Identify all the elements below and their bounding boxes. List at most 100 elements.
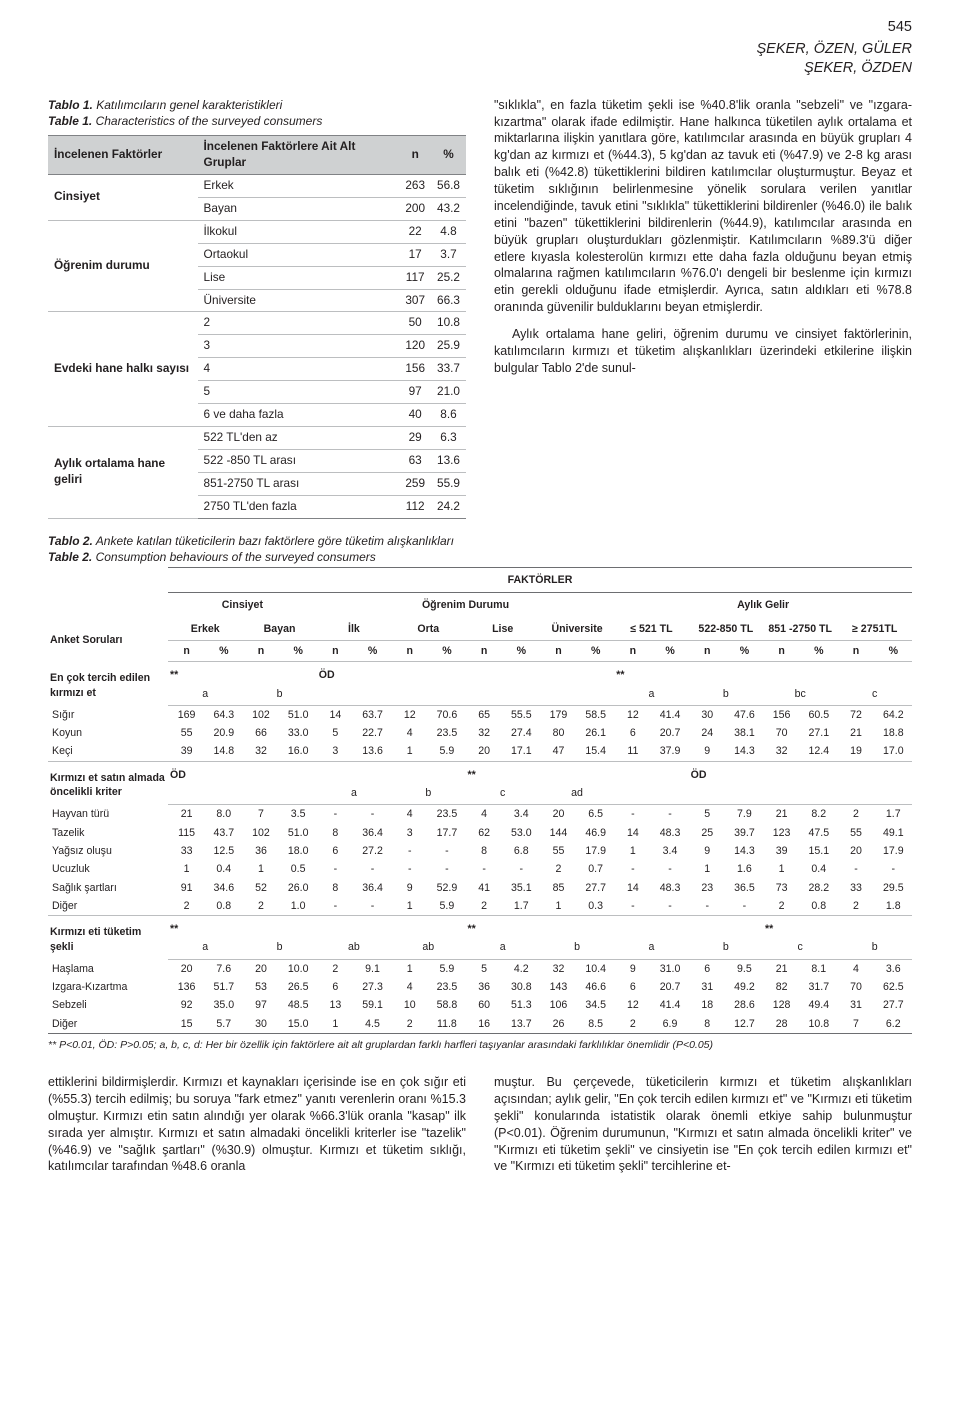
t2-cell-p: 1.6: [726, 860, 763, 878]
t2-cell-n: 32: [763, 742, 800, 761]
t2-cell-n: 115: [168, 824, 205, 842]
t2-sig: [837, 761, 912, 784]
t2-cell-n: 8: [466, 842, 503, 860]
t2-cell-p: 1.7: [875, 805, 912, 824]
t2-cell-n: 2: [168, 897, 205, 916]
t2-cell-n: 32: [242, 742, 279, 761]
t2-cell-p: 15.1: [800, 842, 837, 860]
t2-np-n: n: [466, 641, 503, 662]
t1-group-label: Evdeki hane halkı sayısı: [48, 312, 198, 427]
t2-cell-p: 28.2: [800, 879, 837, 897]
t2-cell-n: 33: [168, 842, 205, 860]
t2-cell-n: 2: [317, 959, 354, 978]
t1-p: 56.8: [431, 174, 466, 197]
t2-np-p: %: [354, 641, 391, 662]
t2-cell-p: 64.2: [875, 705, 912, 724]
t1-p: 55.9: [431, 472, 466, 495]
t2-cell-n: 2: [540, 860, 577, 878]
t1-sub: Erkek: [198, 174, 400, 197]
t2-letter: a: [168, 685, 242, 706]
t2-row-label: Yağsız oluşu: [48, 842, 168, 860]
t2-cell-n: 80: [540, 724, 577, 742]
t1-n: 112: [399, 495, 431, 518]
t2-np-p: %: [726, 641, 763, 662]
t2-cell-p: -: [428, 842, 465, 860]
t2-letter: [168, 784, 242, 805]
t2-cell-n: -: [317, 805, 354, 824]
t2-letter: a: [168, 938, 242, 959]
t2-sig: **: [763, 916, 837, 939]
t2-cell-p: 12.4: [800, 742, 837, 761]
t2-cell-p: 60.5: [800, 705, 837, 724]
t2-cell-p: 33.0: [280, 724, 317, 742]
t2-cell-p: 35.0: [205, 996, 242, 1014]
t2-letter: b: [242, 685, 316, 706]
t2-cell-p: 1.7: [503, 897, 540, 916]
t2-cell-n: 60: [466, 996, 503, 1014]
t2-cell-n: 53: [242, 978, 279, 996]
t2-cell-p: 6.2: [875, 1015, 912, 1034]
t1-sub: 4: [198, 358, 400, 381]
t2-sig: **: [614, 662, 688, 685]
t1-p: 25.2: [431, 266, 466, 289]
t2-subhead: Erkek: [168, 618, 242, 641]
t1-head-c1: İncelenen Faktörler: [48, 136, 198, 175]
t2-grp-ogrenim: Öğrenim Durumu: [317, 593, 615, 618]
t2-cell-p: 47.6: [726, 705, 763, 724]
t2-cell-n: 70: [837, 978, 874, 996]
t2-cell-p: 36.4: [354, 879, 391, 897]
t2-section-title: En çok tercih edilen kırmızı et: [48, 662, 168, 706]
t2-cell-p: 58.5: [577, 705, 614, 724]
t1-p: 43.2: [431, 197, 466, 220]
t2-cell-n: 9: [689, 742, 726, 761]
t1-sub: Üniversite: [198, 289, 400, 312]
table2: FAKTÖRLER Cinsiyet Öğrenim Durumu Aylık …: [48, 567, 912, 1034]
t2-cell-p: 27.3: [354, 978, 391, 996]
t2-cell-p: 64.3: [205, 705, 242, 724]
t2-cell-n: 32: [466, 724, 503, 742]
t2-np-p: %: [280, 641, 317, 662]
t2-cell-n: 6: [614, 724, 651, 742]
t2-cell-n: 55: [837, 824, 874, 842]
t2-cell-p: 46.9: [577, 824, 614, 842]
t2-letter: [689, 784, 763, 805]
t2-cell-p: 10.8: [800, 1015, 837, 1034]
t2-cell-n: 1: [391, 742, 428, 761]
t2-subhead: Orta: [391, 618, 465, 641]
t2-cell-p: 17.0: [875, 742, 912, 761]
t2-np-n: n: [614, 641, 651, 662]
t2-cell-p: 4.5: [354, 1015, 391, 1034]
t2-cell-p: 37.9: [651, 742, 688, 761]
t2-cell-n: 19: [837, 742, 874, 761]
t2-cell-n: 9: [614, 959, 651, 978]
t2-letter: [466, 685, 540, 706]
t2-cell-p: 14.8: [205, 742, 242, 761]
t2-row-label: Haşlama: [48, 959, 168, 978]
t2-cell-n: 2: [242, 897, 279, 916]
t2-sig: ÖD: [689, 761, 763, 784]
t2-cell-n: -: [317, 897, 354, 916]
t2-cell-n: -: [614, 897, 651, 916]
t2-subhead: 522-850 TL: [689, 618, 763, 641]
t1-sub: İlkokul: [198, 220, 400, 243]
t2-np-n: n: [317, 641, 354, 662]
t2-cell-p: 0.8: [205, 897, 242, 916]
t2-cell-n: 31: [689, 978, 726, 996]
t1-n: 200: [399, 197, 431, 220]
t2-subhead: İlk: [317, 618, 391, 641]
t2-cell-n: 3: [317, 742, 354, 761]
t2-cell-p: -: [726, 897, 763, 916]
t2-cell-p: 6.8: [503, 842, 540, 860]
t2-cell-p: 27.7: [577, 879, 614, 897]
t1-p: 10.8: [431, 312, 466, 335]
t2-cell-p: 39.7: [726, 824, 763, 842]
t2-cell-p: 15.0: [280, 1015, 317, 1034]
t2-letter: [614, 784, 688, 805]
t2-cell-p: 8.1: [800, 959, 837, 978]
t2-cell-p: 22.7: [354, 724, 391, 742]
t2-cell-p: 8.0: [205, 805, 242, 824]
t2-cell-n: 4: [391, 978, 428, 996]
t2-cell-p: 17.9: [577, 842, 614, 860]
t2-cell-n: 20: [242, 959, 279, 978]
t2-cell-p: 5.9: [428, 742, 465, 761]
